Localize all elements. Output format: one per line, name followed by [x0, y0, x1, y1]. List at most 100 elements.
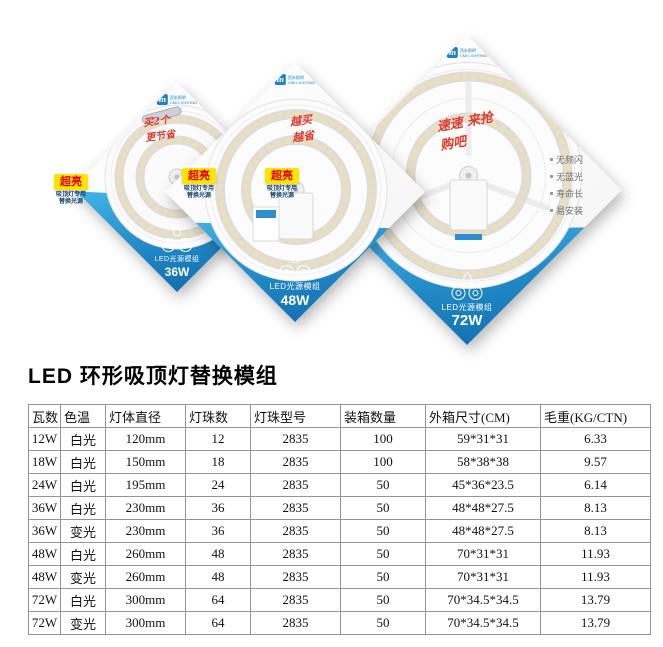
feature-item: 寿命长: [550, 187, 583, 200]
badge-subtext: 吸顶灯专用替换光源: [267, 186, 298, 199]
feature-item: 易安装: [550, 204, 583, 217]
table-cell: 36W: [28, 496, 61, 520]
table-cell: 260mm: [105, 565, 186, 589]
table-cell: 100: [340, 427, 426, 451]
page-title: LED 环形吸顶灯替换模组: [28, 365, 278, 388]
table-cell: 变光: [60, 565, 106, 589]
brand-name-cn: 西米照明: [459, 47, 476, 53]
brand-logo: m 西米照明 CMI LIGHTING: [274, 74, 316, 85]
table-cell: 8.13: [540, 519, 651, 543]
table-row: 48W 白光 260mm 48 2835 50 70*31*31 11.93: [28, 542, 651, 566]
table-cell: 59*31*31: [425, 427, 541, 451]
spec-table-head-row: 瓦数 色温 灯体直径 灯珠数 灯珠型号 装箱数量 外箱尺寸(CM) 毛重(KG/CTN): [28, 404, 651, 428]
table-cell: 11.93: [540, 542, 651, 566]
table-row: 18W 白光 150mm 18 2835 100 58*38*38 9.57: [28, 450, 651, 474]
table-cell: 白光: [60, 496, 106, 520]
table-cell: 195mm: [105, 473, 186, 497]
table-cell: 72W: [28, 611, 61, 635]
product-gallery: m 西米照明 CMI LIGHTING 买2个 更节省 LED光源模组 36W: [48, 35, 622, 345]
brand-name-en: CMI LIGHTING: [287, 79, 316, 85]
table-row: 72W 变光 300mm 64 2835 50 70*34.5*34.5 13.79: [28, 611, 651, 635]
super-bright-badge: 超亮 吸顶灯专用替换光源: [48, 172, 94, 206]
table-cell: 2835: [250, 496, 341, 520]
table-cell: 48W: [28, 542, 61, 566]
table-cell: 70*34.5*34.5: [425, 611, 541, 635]
table-cell: 230mm: [105, 496, 186, 520]
feature-icon: [161, 238, 176, 252]
feature-icon: [451, 286, 466, 300]
feature-icon: [279, 265, 294, 279]
brand-name-cn: 西米照明: [169, 94, 186, 100]
brand-logo: m 西米照明 CMI LIGHTING: [156, 94, 198, 105]
badge-subtext: 吸顶灯专用替换光源: [56, 192, 87, 205]
bullet-icon: [550, 192, 553, 195]
table-cell: 24W: [28, 473, 61, 497]
table-cell: 变光: [60, 611, 106, 635]
module-label: LED光源模组: [269, 282, 321, 291]
table-cell: 白光: [60, 542, 106, 566]
column-header: 装箱数量: [340, 404, 426, 428]
table-cell: 2835: [250, 427, 341, 451]
package-48w: m 西米照明 CMI LIGHTING 越买 越省 LED光源模组 48W: [165, 62, 425, 322]
brand-logo: m 西米照明 CMI LIGHTING: [446, 47, 487, 58]
table-cell: 2835: [250, 588, 341, 612]
table-cell: 2835: [250, 611, 341, 635]
table-cell: 72W: [28, 588, 61, 612]
table-row: 24W 白光 195mm 24 2835 50 45*36*23.5 6.14: [28, 473, 651, 497]
table-row: 48W 变光 260mm 48 2835 50 70*31*31 11.93: [28, 565, 651, 589]
column-header: 色温: [60, 404, 106, 428]
bullet-icon: [550, 209, 553, 212]
bullet-icon: [550, 158, 553, 161]
table-cell: 48*48*27.5: [425, 519, 541, 543]
water-drop-icon: [172, 224, 182, 236]
wattage-label: 72W: [451, 312, 483, 329]
table-cell: 8.13: [540, 496, 651, 520]
table-cell: 12W: [28, 427, 61, 451]
table-cell: 12: [185, 427, 251, 451]
led-ring-module: [355, 62, 582, 289]
promo-script: 越买 越省: [289, 112, 315, 145]
table-row: 72W 白光 300mm 64 2835 50 70*34.5*34.5 13.79: [28, 588, 651, 612]
badge-subtext: 吸顶灯专用替换光源: [184, 186, 215, 199]
table-cell: 230mm: [105, 519, 186, 543]
table-cell: 2835: [250, 542, 341, 566]
led-ring-module: [104, 104, 250, 250]
water-drop-icon: [462, 271, 472, 284]
super-bright-badge: 超亮 吸顶灯专用替换光源: [176, 166, 222, 200]
table-cell: 50: [340, 588, 426, 612]
spec-table: 瓦数 色温 灯体直径 灯珠数 灯珠型号 装箱数量 外箱尺寸(CM) 毛重(KG/CTN) 12…: [28, 404, 651, 635]
column-header: 灯珠型号: [250, 404, 341, 428]
table-cell: 6.14: [540, 473, 651, 497]
feature-icon: [296, 265, 311, 279]
driver-label: [455, 234, 482, 240]
table-cell: 白光: [60, 588, 106, 612]
table-cell: 18W: [28, 450, 61, 474]
brand-logo-icon: m: [274, 74, 286, 85]
table-cell: 45*36*23.5: [425, 473, 541, 497]
table-cell: 50: [340, 473, 426, 497]
table-cell: 白光: [60, 450, 106, 474]
table-cell: 70*34.5*34.5: [425, 588, 541, 612]
led-ring-module: [204, 98, 388, 282]
table-cell: 11.93: [540, 565, 651, 589]
feature-item: 无蓝光: [550, 170, 583, 183]
brand-name-en: CMI LIGHTING: [169, 99, 198, 105]
connector-pin: [141, 106, 182, 124]
table-cell: 13.79: [540, 588, 651, 612]
table-cell: 白光: [60, 473, 106, 497]
badge-label: 超亮: [182, 168, 216, 184]
feature-icon: [468, 286, 483, 300]
driver-box: [449, 179, 488, 231]
table-cell: 70*31*31: [425, 565, 541, 589]
module-label: LED光源模组: [154, 256, 200, 263]
column-header: 灯珠数: [185, 404, 251, 428]
table-row: 36W 变光 230mm 36 2835 50 48*48*27.5 8.13: [28, 519, 651, 543]
bullet-icon: [550, 175, 553, 178]
table-cell: 100: [340, 450, 426, 474]
column-header: 瓦数: [28, 404, 61, 428]
brand-logo-icon: m: [446, 47, 458, 58]
table-cell: 150mm: [105, 450, 186, 474]
table-cell: 变光: [60, 519, 106, 543]
table-cell: 18: [185, 450, 251, 474]
